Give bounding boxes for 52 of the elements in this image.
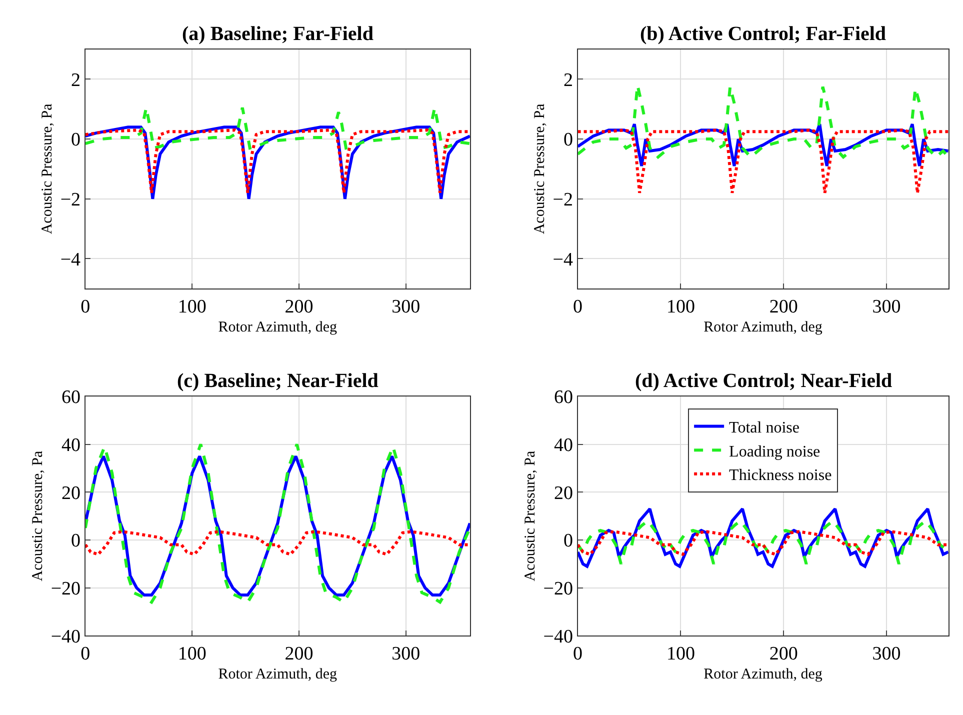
y-tick-label: 20 — [62, 482, 81, 504]
x-axis-title: Rotor Azimuth, deg — [218, 319, 338, 336]
y-tick-label: 0 — [71, 530, 81, 552]
y-tick-label: 0 — [71, 130, 81, 151]
line-series — [85, 530, 470, 556]
y-tick-label: −20 — [50, 578, 81, 600]
x-tick-label: 200 — [284, 296, 314, 318]
legend-label: Total noise — [729, 420, 800, 437]
y-tick-label: −40 — [50, 626, 81, 648]
chart-title: (a) Baseline; Far-Field — [182, 23, 374, 45]
line-series — [85, 106, 470, 150]
y-tick-label: −4 — [60, 249, 82, 270]
x-tick-label: 100 — [666, 644, 695, 665]
y-tick-label: 0 — [564, 530, 573, 552]
x-tick-label: 100 — [178, 296, 206, 318]
chart-title: (d) Active Control; Near-Field — [635, 370, 892, 392]
x-axis-title: Rotor Azimuth, deg — [704, 319, 823, 336]
y-tick-label: 2 — [564, 70, 573, 91]
y-tick-label: 0 — [564, 130, 573, 151]
y-tick-label: 60 — [62, 387, 81, 408]
y-tick-label: −40 — [543, 626, 573, 648]
y-tick-label: 40 — [62, 434, 81, 456]
y-tick-label: 20 — [554, 482, 573, 504]
y-tick-label: 60 — [554, 387, 573, 408]
x-tick-label: 200 — [769, 644, 798, 665]
chart-title: (b) Active Control; Far-Field — [640, 23, 886, 45]
x-axis-title: Rotor Azimuth, deg — [704, 666, 823, 683]
line-series — [578, 530, 948, 556]
x-tick-label: 200 — [769, 296, 798, 318]
legend-label: Thickness noise — [729, 467, 832, 484]
x-tick-label: 300 — [392, 644, 420, 665]
line-series — [578, 128, 948, 194]
y-axis-title: Acoustic Pressure, Pa — [40, 103, 56, 234]
y-axis-title: Acoustic Pressure, Pa — [532, 103, 548, 234]
y-tick-label: −2 — [552, 190, 573, 211]
x-tick-label: 100 — [178, 644, 206, 665]
x-tick-label: 300 — [392, 296, 420, 318]
y-tick-label: 40 — [554, 434, 573, 456]
x-axis-title: Rotor Azimuth, deg — [218, 666, 338, 683]
y-tick-label: 2 — [71, 70, 81, 91]
legend-label: Loading noise — [729, 443, 820, 460]
line-series — [578, 84, 948, 158]
x-tick-label: 200 — [284, 644, 314, 665]
y-tick-label: −4 — [552, 249, 574, 270]
x-tick-label: 300 — [872, 296, 901, 318]
x-tick-label: 300 — [872, 644, 901, 665]
y-axis-title: Acoustic Pressure, Pa — [522, 450, 539, 582]
chart-title: (c) Baseline; Near-Field — [177, 370, 378, 392]
x-tick-label: 100 — [666, 296, 695, 318]
y-axis-title: Acoustic Pressure, Pa — [30, 450, 46, 582]
y-tick-label: −20 — [543, 578, 573, 600]
y-tick-label: −2 — [60, 190, 81, 211]
